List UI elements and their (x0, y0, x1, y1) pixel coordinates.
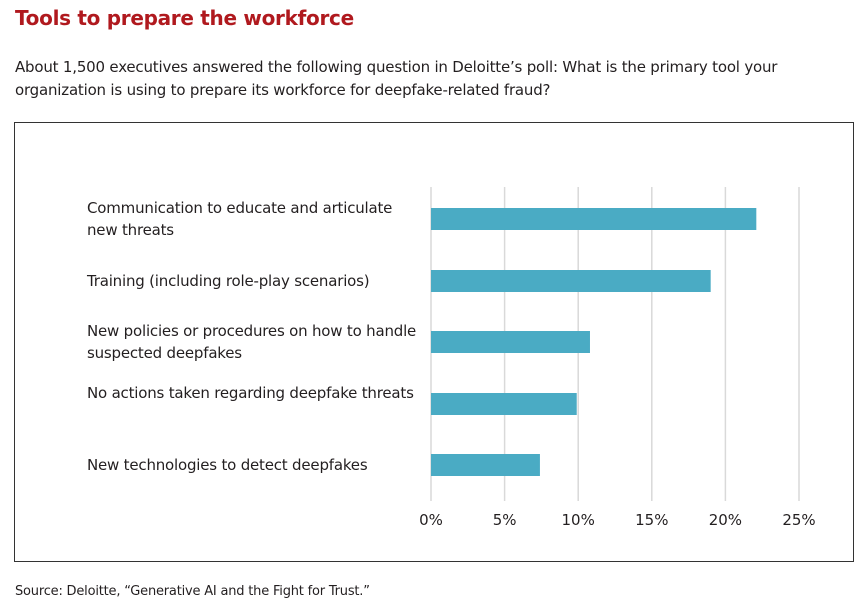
x-tick-label: 10% (562, 511, 595, 529)
x-tick-label: 5% (493, 511, 517, 529)
category-label: Training (including role-play scenarios) (87, 272, 370, 290)
x-tick-label: 0% (419, 511, 443, 529)
chart-title: Tools to prepare the workforce (15, 6, 354, 30)
x-tick-label: 20% (709, 511, 742, 529)
x-tick-label: 25% (782, 511, 815, 529)
source-note: Source: Deloitte, “Generative AI and the… (15, 584, 370, 599)
x-tick-label: 15% (635, 511, 668, 529)
category-label: No actions taken regarding deepfake thre… (87, 384, 414, 402)
bar (431, 270, 711, 292)
category-label: Communication to educate and articulate … (87, 199, 393, 239)
bar (431, 393, 577, 415)
bar (431, 454, 540, 476)
chart-subtitle: About 1,500 executives answered the foll… (15, 58, 778, 99)
chart-frame: 0% 5% 10% 15% 20% 25% Communication to educat… (14, 122, 854, 562)
category-label: New technologies to detect deepfakes (87, 456, 368, 474)
bar (431, 208, 757, 230)
bar (431, 331, 590, 353)
bar-chart: 0% 5% 10% 15% 20% 25% (419, 187, 816, 529)
category-label: New policies or procedures on how to han… (87, 322, 417, 362)
